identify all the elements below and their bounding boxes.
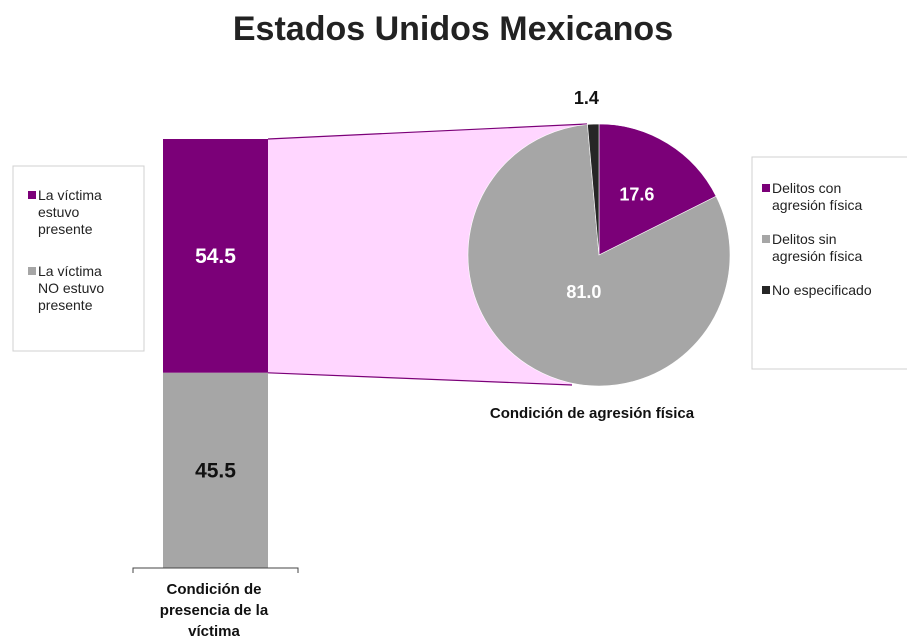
pie-legend-swatch-0	[762, 184, 770, 192]
chart-title: Estados Unidos Mexicanos	[233, 10, 673, 48]
pie-axis-label: Condición de agresión física	[490, 405, 695, 422]
bar-segment-label-1: 45.5	[195, 459, 236, 482]
pie-legend-box	[751, 156, 907, 370]
bar-legend-text-1-0: La víctima	[38, 263, 102, 279]
bar-axis-line	[132, 567, 299, 573]
bar-legend-text-0-1: estuvo	[38, 204, 79, 220]
bar-axis-label-line-2: presencia de la	[160, 602, 269, 619]
pie-slice-label-2: 1.4	[574, 88, 599, 108]
stacked-bar: 54.5 45.5	[163, 139, 268, 568]
pie-slice-label-0: 17.6	[619, 185, 654, 205]
bar-legend-swatch-1	[28, 267, 36, 275]
bar-legend-text-0-2: presente	[38, 221, 93, 237]
pie-slice-2	[587, 123, 600, 256]
pie: 17.6 81.0 1.4	[467, 88, 731, 387]
pie-slice-0	[598, 123, 717, 256]
bar-axis-label-line-3: víctima	[188, 623, 240, 639]
bar-legend-text-1-1: NO estuvo	[38, 280, 104, 296]
bar-legend-text-0-0: La víctima	[38, 187, 102, 203]
pie-legend-swatch-1	[762, 235, 770, 243]
pie-legend-text-0-1: agresión física	[772, 197, 862, 213]
pie-slice-1	[467, 124, 731, 387]
connector-line-bottom	[267, 372, 573, 386]
bar-legend-text-1-2: presente	[38, 297, 93, 313]
pie-legend-text-1-1: agresión física	[772, 248, 862, 264]
bar-segment-label-0: 54.5	[195, 245, 236, 268]
bar-segment-0	[163, 139, 268, 373]
pie-slice-label-1: 81.0	[566, 282, 601, 302]
bar-legend-swatch-0	[28, 191, 36, 199]
bar-axis-label-line-1: Condición de	[167, 581, 262, 598]
pie-legend-text-2-0: No especificado	[772, 282, 872, 298]
pie-legend-text-0-0: Delitos con	[772, 180, 841, 196]
pie-legend-swatch-2	[762, 286, 770, 294]
connector-line-top	[267, 123, 588, 140]
bar-segment-1	[163, 372, 268, 568]
pie-legend-text-1-0: Delitos sin	[772, 231, 837, 247]
